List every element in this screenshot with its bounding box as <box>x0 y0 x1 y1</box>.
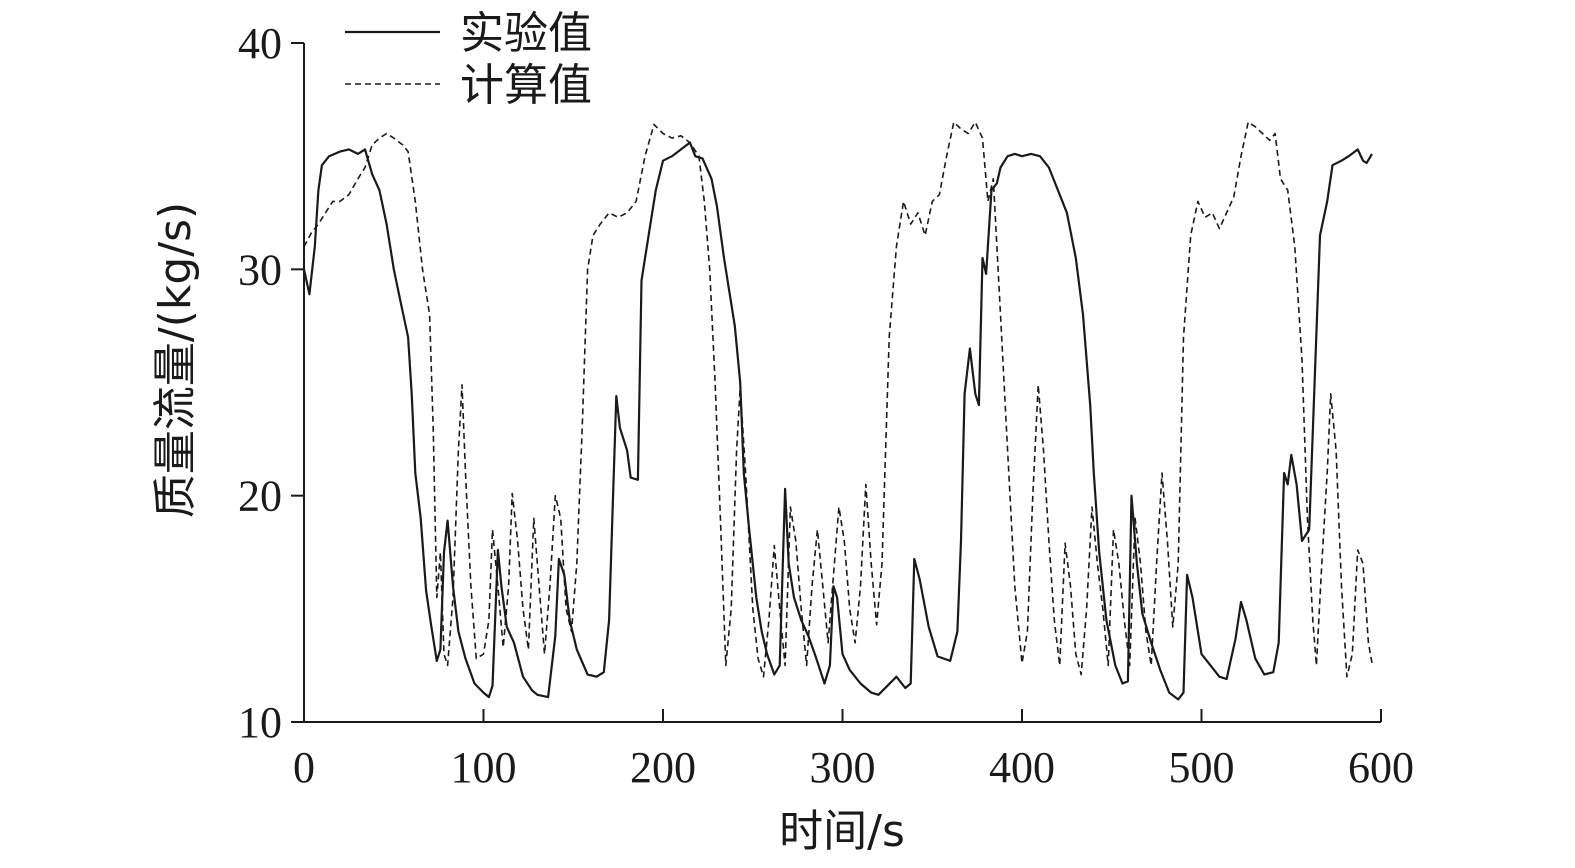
legend-label-2: 计算值 <box>460 60 592 111</box>
series-layer <box>302 121 1373 701</box>
y-tick-label: 30 <box>238 245 282 294</box>
y-tick-label: 40 <box>238 19 282 68</box>
y-axis-label: 质量流量/(kg/s) <box>150 202 201 518</box>
x-tick-label: 400 <box>989 743 1055 792</box>
x-tick-label: 0 <box>293 743 315 792</box>
legend-label-1: 实验值 <box>460 8 592 59</box>
series-line-2 <box>303 121 1373 678</box>
y-tick-label: 10 <box>238 698 282 747</box>
x-axis-label: 时间/s <box>779 806 905 857</box>
x-tick-label: 100 <box>451 743 517 792</box>
x-tick-label: 500 <box>1169 743 1235 792</box>
x-tick-label: 300 <box>810 743 876 792</box>
x-tick-label: 600 <box>1348 743 1414 792</box>
y-tick-label: 20 <box>238 472 282 521</box>
x-tick-label: 200 <box>630 743 696 792</box>
series-line-1 <box>302 141 1373 701</box>
